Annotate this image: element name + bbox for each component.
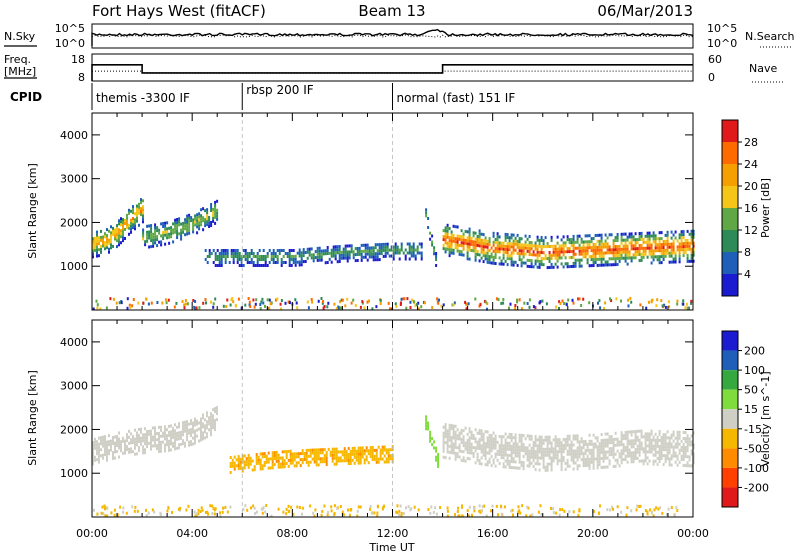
- power-colorbar-tick: 16: [744, 202, 758, 215]
- power-colorbar-label: Power [dB]: [759, 178, 772, 238]
- velocity-colorbar-tick: -15: [744, 423, 762, 436]
- freq-tick-top: 18: [71, 53, 85, 66]
- power-colorbar-tick: 20: [744, 180, 758, 193]
- power-colorbar-block: [722, 186, 738, 208]
- x-tick-label: 04:00: [176, 527, 208, 540]
- velocity-colorbar-block: [722, 331, 738, 351]
- nave-trace: [92, 70, 693, 74]
- velocity-y-axis-label: Slant Range [km]: [26, 370, 39, 466]
- velocity-colorbar-tick: -50: [744, 442, 762, 455]
- power-colorbar-tick: 4: [744, 268, 751, 281]
- y-tick-label: 1000: [60, 260, 88, 273]
- power-colorbar-block: [722, 252, 738, 274]
- freq-tick-bottom: 8: [78, 71, 85, 84]
- nave-label: Nave: [749, 62, 777, 75]
- velocity-colorbar-block: [722, 487, 738, 507]
- velocity-colorbar-block: [722, 350, 738, 371]
- freq-unit-label: [MHz]: [4, 65, 36, 78]
- velocity-x-ticks: [91, 320, 694, 517]
- power-colorbar-tick: 24: [744, 158, 758, 171]
- nave-tick-bottom: 0: [708, 71, 715, 84]
- velocity-colorbar-tick: -200: [744, 481, 769, 494]
- velocity-panel: 1000 2000 3000 4000 Slant Range [km]: [26, 319, 695, 518]
- velocity-colorbar-tick: 50: [744, 384, 758, 397]
- velocity-colorbar: 200 100 50 15 -15 -50 -100 -200 Velocity [m s^-…: [721, 330, 772, 508]
- cpid-panel: CPID themis -3300 IF rbsp 200 IF normal …: [10, 83, 515, 110]
- y-tick-label: 4000: [60, 336, 88, 349]
- date-title: 06/Mar/2013: [597, 2, 693, 20]
- velocity-colorbar-tick: 15: [744, 403, 758, 416]
- cpid-segment-themis: themis -3300 IF: [96, 91, 190, 105]
- freq-label: Freq.: [4, 53, 31, 66]
- velocity-y-ticks: 1000 2000 3000 4000: [60, 336, 693, 480]
- velocity-colorbar-tick: 200: [744, 345, 765, 358]
- y-tick-label: 2000: [60, 423, 88, 436]
- velocity-heatmap: [92, 406, 695, 518]
- power-colorbar-block: [722, 142, 738, 164]
- velocity-colorbar-block: [722, 389, 738, 410]
- x-axis-tick-labels: 00:00 04:00 08:00 12:00 16:00 20:00 00:00: [76, 527, 709, 540]
- power-x-ticks: [91, 113, 694, 310]
- velocity-colorbar-block: [722, 467, 738, 488]
- velocity-colorbar-block: [722, 409, 738, 429]
- x-tick-label: 00:00: [76, 527, 108, 540]
- noise-tick-top-right: 10^5: [707, 22, 737, 35]
- power-colorbar: 4 8 12 16 20 24 28 Power [dB]: [721, 119, 772, 297]
- x-tick-label: 20:00: [577, 527, 609, 540]
- noise-tick-top-left: 10^5: [55, 22, 85, 35]
- power-heatmap: [92, 198, 695, 311]
- cpid-segment-rbsp: rbsp 200 IF: [246, 83, 313, 97]
- noise-sky-label: N.Sky: [4, 30, 36, 43]
- power-colorbar-tick: 12: [744, 224, 758, 237]
- velocity-colorbar-tick: 100: [744, 364, 765, 377]
- power-colorbar-block: [722, 164, 738, 186]
- velocity-colorbar-block: [722, 448, 738, 468]
- velocity-colorbar-block: [722, 428, 738, 449]
- y-tick-label: 1000: [60, 467, 88, 480]
- noise-search-label: N.Search: [745, 30, 795, 43]
- power-colorbar-block: [722, 208, 738, 230]
- power-panel: 1000 2000 3000 4000 Slant Range [km]: [26, 112, 695, 311]
- cpid-label: CPID: [10, 90, 42, 104]
- y-tick-label: 4000: [60, 129, 88, 142]
- station-title: Fort Hays West (fitACF): [92, 2, 266, 20]
- velocity-colorbar-block: [722, 370, 738, 390]
- frequency-trace: [91, 64, 693, 81]
- frequency-panel: 18 8 60 0 Freq. [MHz] Nave: [4, 53, 784, 84]
- noise-sky-trace: [91, 28, 694, 46]
- x-tick-label: 16:00: [477, 527, 509, 540]
- power-colorbar-block: [722, 120, 738, 142]
- noise-tick-bottom-left: 10^0: [55, 37, 85, 50]
- x-tick-label: 00:00: [677, 527, 709, 540]
- noise-search-trace: [91, 34, 694, 38]
- power-y-axis-label: Slant Range [km]: [26, 163, 39, 259]
- x-axis-label: Time UT: [368, 541, 414, 554]
- y-tick-label: 2000: [60, 216, 88, 229]
- x-tick-label: 12:00: [377, 527, 409, 540]
- noise-panel: 10^5 10^0 10^5 10^0 N.Sky N.Search: [4, 22, 795, 50]
- y-tick-label: 3000: [60, 173, 88, 186]
- power-y-ticks: 1000 2000 3000 4000: [60, 129, 693, 273]
- x-tick-label: 08:00: [276, 527, 308, 540]
- velocity-colorbar-tick: -100: [744, 462, 769, 475]
- nave-tick-top: 60: [708, 53, 722, 66]
- power-colorbar-tick: 8: [744, 246, 751, 259]
- power-colorbar-block: [722, 274, 738, 296]
- y-tick-label: 3000: [60, 380, 88, 393]
- cpid-segment-normal: normal (fast) 151 IF: [397, 91, 516, 105]
- power-colorbar-tick: 28: [744, 136, 758, 149]
- velocity-colorbar-label: Velocity [m s^-1]: [759, 371, 772, 466]
- beam-title: Beam 13: [358, 2, 425, 20]
- noise-tick-bottom-right: 10^0: [707, 37, 737, 50]
- power-colorbar-block: [722, 230, 738, 252]
